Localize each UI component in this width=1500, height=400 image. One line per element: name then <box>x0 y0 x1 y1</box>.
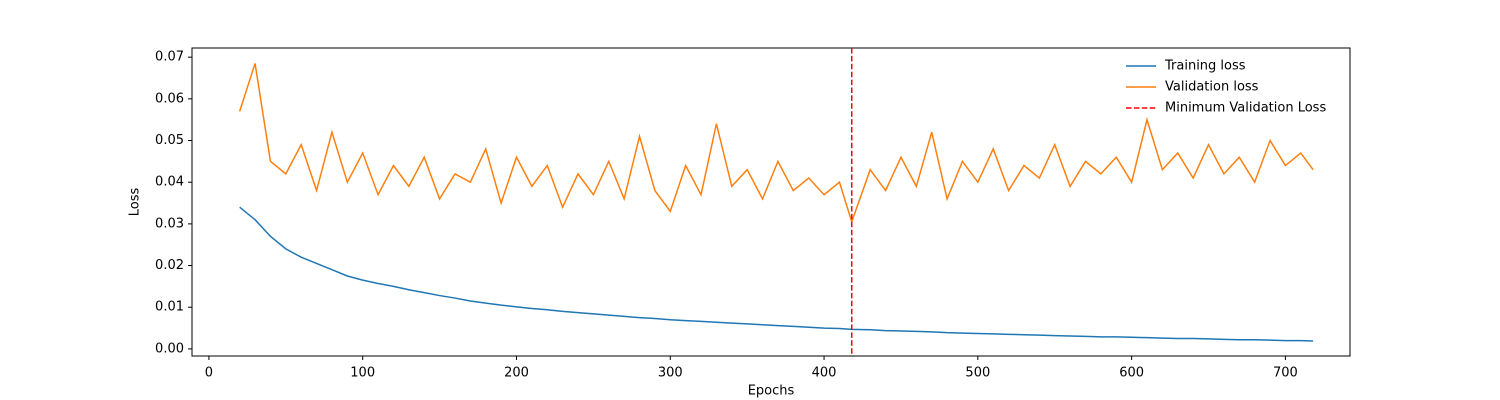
y-tick-label: 0.05 <box>155 133 184 148</box>
y-tick-label: 0.07 <box>155 50 184 65</box>
x-tick-label: 300 <box>658 366 683 381</box>
x-tick-label: 200 <box>504 366 529 381</box>
x-axis-label: Epochs <box>748 384 795 399</box>
axes-frame <box>191 47 1351 357</box>
legend-label: Training loss <box>1164 59 1246 74</box>
x-tick-label: 700 <box>1273 366 1298 381</box>
x-tick-label: 400 <box>812 366 837 381</box>
y-axis-label: Loss <box>128 188 143 217</box>
y-tick-label: 0.01 <box>155 300 184 315</box>
series-line <box>238 63 1314 225</box>
series-line <box>239 206 1314 342</box>
y-tick-label: 0.06 <box>155 91 184 106</box>
x-tick-label: 600 <box>1119 366 1144 381</box>
y-tick-label: 0.02 <box>155 258 184 273</box>
legend-label: Minimum Validation Loss <box>1165 101 1326 116</box>
y-tick-label: 0.03 <box>155 216 184 231</box>
y-tick-label: 0.04 <box>155 175 184 190</box>
x-tick-label: 500 <box>965 366 990 381</box>
y-tick-label: 0.00 <box>155 341 184 356</box>
legend-label: Validation loss <box>1165 80 1259 95</box>
x-tick-label: 0 <box>205 366 213 381</box>
x-tick-label: 100 <box>350 366 375 381</box>
